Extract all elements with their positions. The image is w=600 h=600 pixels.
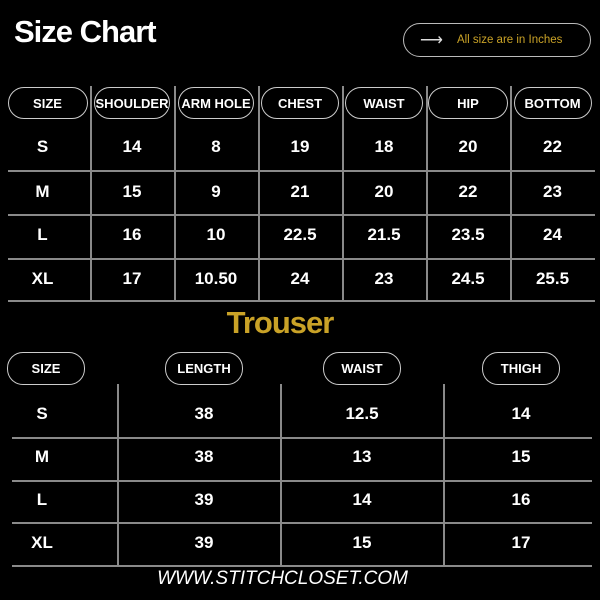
row-divider [12,437,592,439]
size-label: M [34,447,50,466]
column-divider [443,384,445,566]
row-divider [8,258,595,260]
table-cell: 38 [194,404,214,423]
row-divider [8,214,595,216]
trouser-header-size: SIZE [7,352,85,385]
size-label: XL [31,533,53,552]
table-cell: 18 [374,137,394,156]
table-cell: 16 [511,490,531,509]
table-cell: 10 [206,225,226,244]
table-cell: 23 [374,269,394,288]
column-divider [342,86,344,300]
table-cell: 38 [194,447,214,466]
column-divider [510,86,512,300]
table-cell: 16 [122,225,142,244]
row-divider [8,170,595,172]
table-cell: 23.5 [451,225,485,244]
table-cell: 8 [211,137,221,156]
header-chest: CHEST [261,87,339,119]
table-cell: 9 [211,182,221,201]
table-cell: 15 [122,182,142,201]
column-divider [426,86,428,300]
table-cell: 22.5 [283,225,317,244]
table-cell: 24 [290,269,310,288]
column-divider [174,86,176,300]
table-cell: 22 [458,182,478,201]
table-cell: 14 [511,404,531,423]
table-cell: 12.5 [345,404,379,423]
table-cell: 17 [122,269,142,288]
size-label: S [36,137,49,156]
row-divider [8,300,595,302]
table-cell: 20 [374,182,394,201]
row-divider [12,565,592,567]
trouser-header-thigh: THIGH [482,352,560,385]
header-hip: HIP [428,87,508,119]
table-cell: 39 [194,490,214,509]
trouser-header-length: LENGTH [165,352,243,385]
header-bottom: BOTTOM [513,87,592,119]
trouser-title: Trouser [226,305,335,340]
table-cell: 23 [543,182,562,201]
table-cell: 14 [352,490,372,509]
column-divider [258,86,260,300]
column-divider [280,384,282,566]
size-label: XL [31,269,54,288]
table-cell: 24 [543,225,562,244]
size-label: M [35,182,50,201]
table-cell: 14 [122,137,142,156]
size-label: L [36,490,48,509]
table-cell: 10.50 [194,269,238,288]
header-shoulder: SHOULDER [94,87,170,119]
size-label: L [37,225,48,244]
table-cell: 15 [511,447,531,466]
website-footer: WWW.STITCHCLOSET.COM [157,568,408,589]
trouser-header-waist: WAIST [323,352,401,385]
table-cell: 19 [290,137,310,156]
header-size: SIZE [7,87,88,119]
table-cell: 25.5 [535,269,570,288]
table-cell: 15 [352,533,372,552]
column-divider [90,86,92,300]
table-cell: 39 [194,533,214,552]
table-cell: 22 [543,137,562,156]
header-waist: WAIST [345,87,423,119]
units-note: ⟶ All size are in Inches [403,23,591,57]
units-note-text: All size are in Inches [456,34,563,46]
size-label: S [36,404,48,423]
row-divider [12,522,592,524]
arrow-right-icon: ⟶ [420,32,443,49]
table-cell: 24.5 [451,269,485,288]
header-arm-hole: ARM HOLE [178,87,254,119]
table-cell: 20 [458,137,478,156]
table-cell: 21 [290,182,310,201]
table-cell: 13 [352,447,372,466]
column-divider [117,384,119,566]
page-title: Size Chart [14,14,157,49]
table-cell: 21.5 [367,225,401,244]
row-divider [12,480,592,482]
table-cell: 17 [511,533,531,552]
